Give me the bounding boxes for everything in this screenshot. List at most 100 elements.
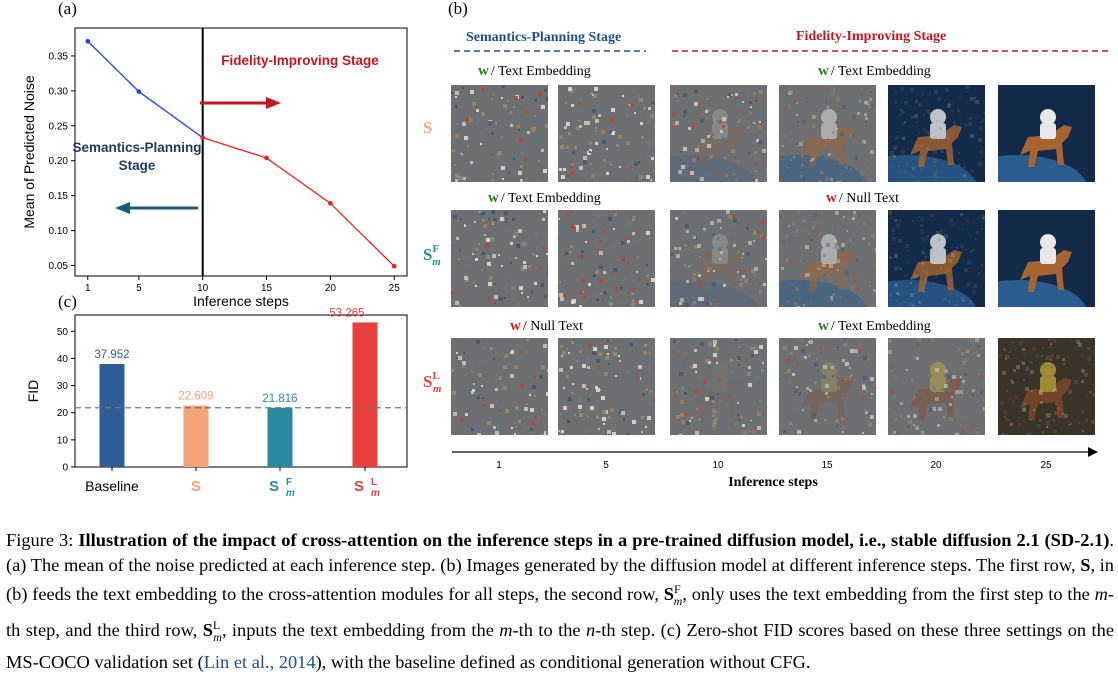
plot-frame: [74, 314, 408, 468]
y-tick-label: 0.20: [49, 156, 69, 167]
figure-caption: Figure 3: Illustration of the impact of …: [6, 530, 1114, 672]
x-tick-label: S: [269, 478, 279, 495]
caption-fig-label: Figure 3:: [6, 530, 74, 550]
row-caption-row1-right: w / Text Embedding: [818, 63, 931, 79]
generated-image-row2-step-1: [451, 210, 548, 307]
y-tick-label: 50: [57, 327, 69, 338]
semantics-stage-heading: Semantics-Planning Stage: [466, 30, 622, 45]
caption-text-8: ), with the baseline defined as conditio…: [315, 651, 811, 672]
x-tick-label: S: [354, 478, 364, 495]
caption-text-1: . (a) The mean of the noise predicted at…: [6, 530, 1114, 575]
axis-tick-label: 10: [712, 460, 724, 471]
data-point: [391, 263, 397, 269]
bar-value-label: 21.816: [262, 393, 297, 405]
generated-image-row1-step-10: [670, 85, 767, 182]
caption-text-3: , only uses the text embedding from the …: [682, 584, 1095, 605]
series-line: [202, 137, 395, 267]
axis-tick-label: 1: [496, 460, 502, 471]
generated-image-row3-step-20: [888, 338, 985, 435]
data-point: [328, 201, 333, 206]
caption-text-2: , in (b) feeds the text embedding to the…: [6, 554, 1114, 605]
generated-image-row2-step-25: [998, 210, 1095, 307]
plot-frame: [74, 27, 408, 277]
x-tick-label-sub: m: [286, 488, 295, 499]
x-tick-label: 20: [325, 283, 337, 294]
bar: [352, 322, 378, 467]
generated-image-row1-step-1: [451, 85, 548, 182]
citation-link[interactable]: Lin et al., 2014: [203, 651, 316, 672]
x-tick-label: 15: [261, 283, 273, 294]
generated-image-row3-step-10: [670, 338, 767, 435]
data-point: [264, 155, 269, 161]
red-arrow-head: [266, 97, 281, 109]
y-tick-label: 0.10: [49, 226, 69, 237]
x-tick-label: S: [191, 478, 201, 495]
generated-image-row2-step-10: [670, 210, 767, 307]
x-tick-label: Baseline: [85, 478, 139, 494]
y-tick-label: 0.25: [49, 121, 69, 132]
row-caption-row1-left: w / Text Embedding: [478, 63, 591, 79]
y-tick-label: 0.35: [49, 51, 69, 62]
caption-text-7: -th step. (c) Zero-shot FID scores based…: [6, 620, 1114, 672]
y-tick-label: 10: [57, 435, 69, 446]
bar-value-label: 37.952: [94, 349, 129, 361]
caption-text-6: -th to the: [512, 620, 586, 641]
teal-arrow-head: [115, 202, 130, 214]
generated-image-row3-step-15: [779, 338, 876, 435]
generated-image-row1-step-15: [779, 85, 876, 182]
row-label-2: SFm: [423, 243, 441, 268]
axis-arrowhead: [1088, 447, 1098, 457]
generated-image-row1-step-25: [998, 85, 1095, 182]
caption-text-5: , inputs the text embedding from the: [221, 620, 500, 641]
generated-image-row3-step-25: [998, 338, 1095, 435]
x-tick-label-sup: F: [286, 477, 292, 488]
axis-tick-label: 15: [821, 460, 833, 471]
fidelity-stage-annotation: Fidelity-Improving Stage: [221, 53, 379, 68]
y-tick-label: 0.05: [49, 261, 69, 272]
row-label-1: S: [423, 118, 433, 137]
generated-image-row3-step-1: [451, 338, 548, 435]
generated-image-row1-step-20: [888, 85, 985, 182]
y-tick-label: 30: [57, 381, 69, 392]
generated-image-row2-step-20: [888, 210, 985, 307]
y-tick-label: 0.30: [49, 86, 69, 97]
x-tick-label: 5: [136, 283, 142, 294]
line-chart-panel-a: 0.05 0.10 0.15 0.20 0.25 0.30 0.35 1 5 10 15 20 25 In…: [0, 0, 420, 310]
y-tick-label: 40: [57, 354, 69, 365]
panel-label-c: (c): [58, 292, 77, 311]
x-tick-label-sup: L: [371, 477, 377, 488]
x-axis-label: Inference steps: [193, 293, 289, 309]
axis-label: Inference steps: [728, 475, 818, 490]
stage-dashes: [454, 50, 1110, 52]
panel-label-a: (a): [58, 0, 77, 18]
bar: [99, 363, 125, 467]
semantics-stage-annotation-line2: Stage: [119, 158, 156, 173]
bar-value-label: 53.265: [329, 307, 364, 319]
line-chart-svg: 0.050.100.150.200.250.300.351 5 10 15 20 25In…: [21, 27, 408, 309]
y-tick-label: 20: [57, 408, 69, 419]
generated-image-row2-step-5: [558, 210, 655, 307]
axis-tick-label: 25: [1040, 460, 1052, 471]
generated-image-row1-step-5: [558, 85, 655, 182]
generated-image-row2-step-15: [779, 210, 876, 307]
y-tick-label: 0: [62, 463, 68, 474]
data-point: [136, 89, 142, 94]
row-label-3: SLm: [423, 370, 442, 395]
data-point: [85, 38, 91, 44]
caption-text-4: -th step, and the third row,: [6, 584, 1114, 641]
row-caption-row2-right: w / Null Text: [826, 190, 900, 206]
axis-tick-label: 5: [603, 460, 609, 471]
bar-value-label: 22.609: [178, 391, 213, 403]
row-caption-row3-left: w / Null Text: [510, 318, 584, 334]
fidelity-stage-heading: Fidelity-Improving Stage: [796, 29, 947, 44]
data-point: [200, 135, 205, 140]
bar: [267, 407, 293, 467]
x-tick-label: 1: [85, 283, 91, 294]
x-tick-label: 25: [389, 283, 401, 294]
image-grid-panel-b: Semantics-Planning Stage Fidelity-Improv…: [410, 0, 1118, 500]
series-line: [87, 40, 204, 139]
generated-image-row3-step-5: [558, 338, 655, 435]
x-tick-label: 10: [197, 283, 209, 294]
axis-tick-label: 20: [930, 460, 942, 471]
